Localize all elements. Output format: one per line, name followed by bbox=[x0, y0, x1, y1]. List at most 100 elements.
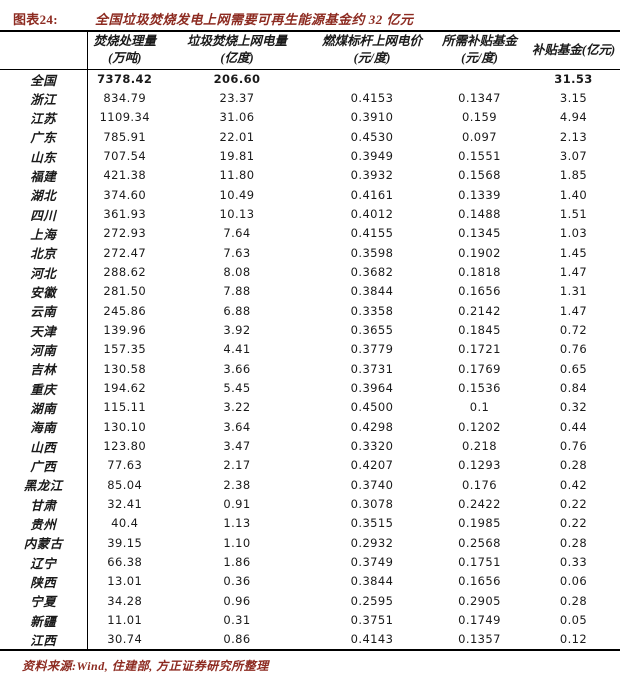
table-body: 全国 7378.42 206.60 31.53 浙江 834.79 23.37 0.4153 0… bbox=[0, 69, 620, 650]
value-cell: 32.41 bbox=[107, 497, 143, 512]
figure-number: 图表24: bbox=[13, 12, 58, 27]
table-row: 山东 707.54 19.81 0.3949 0.1551 3.07 bbox=[0, 146, 620, 166]
value-cell: 0.76 bbox=[559, 439, 588, 454]
value-cell: 0.1339 bbox=[458, 187, 501, 202]
column-header-1: 焚烧处理量 (万吨) bbox=[87, 31, 162, 70]
table-header: 焚烧处理量 (万吨) 垃圾焚烧上网电量 (亿度) 燃煤标杆上网电价 (元/度) 所需补贴基金… bbox=[0, 31, 620, 70]
table-row: 陕西 13.01 0.36 0.3844 0.1656 0.06 bbox=[0, 571, 620, 592]
value-cell: 31.06 bbox=[219, 110, 255, 125]
value-cell: 0.05 bbox=[559, 613, 588, 628]
value-cell: 4.94 bbox=[559, 110, 588, 125]
column-header-2: 垃圾焚烧上网电量 (亿度) bbox=[162, 31, 312, 70]
value-cell: 0.96 bbox=[223, 593, 251, 608]
value-cell: 272.47 bbox=[103, 245, 147, 260]
value-cell: 130.58 bbox=[103, 361, 147, 376]
value-cell: 0.4161 bbox=[350, 187, 394, 202]
value-cell: 0.3751 bbox=[350, 613, 394, 628]
table-row: 上海 272.93 7.64 0.4155 0.1345 1.03 bbox=[0, 223, 620, 244]
column-header-line1: 垃圾焚烧上网电量 bbox=[186, 34, 287, 49]
value-cell: 0.4155 bbox=[350, 226, 394, 241]
value-cell: 1.40 bbox=[559, 187, 588, 202]
value-cell: 0.1749 bbox=[458, 613, 501, 628]
column-header-line1: 补贴基金(亿元) bbox=[531, 42, 616, 57]
table-row: 辽宁 66.38 1.86 0.3749 0.1751 0.33 bbox=[0, 552, 620, 572]
region-cell: 上海 bbox=[0, 223, 88, 244]
value-cell: 834.79 bbox=[103, 91, 147, 106]
value-cell: 0.1656 bbox=[458, 574, 501, 589]
value-cell: 3.07 bbox=[559, 149, 588, 164]
value-cell: 0.159 bbox=[462, 110, 497, 125]
value-cell: 0.176 bbox=[462, 477, 497, 492]
value-cell: 0.3932 bbox=[350, 168, 394, 183]
region-cell: 四川 bbox=[0, 204, 88, 224]
value-cell: 0.1818 bbox=[458, 265, 501, 280]
value-cell: 0.76 bbox=[559, 342, 588, 357]
column-header-5: 补贴基金(亿元) bbox=[527, 31, 620, 70]
value-cell: 194.62 bbox=[103, 381, 147, 396]
value-cell: 0.3655 bbox=[350, 323, 394, 338]
value-cell: 0.12 bbox=[559, 632, 588, 647]
value-cell: 3.47 bbox=[223, 439, 251, 454]
value-cell: 1.47 bbox=[559, 303, 588, 318]
table-row: 福建 421.38 11.80 0.3932 0.1568 1.85 bbox=[0, 165, 620, 186]
region-cell: 北京 bbox=[0, 243, 88, 263]
value-cell: 3.92 bbox=[223, 323, 251, 338]
region-cell: 辽宁 bbox=[0, 552, 88, 572]
table-row: 黑龙江 85.04 2.38 0.3740 0.176 0.42 bbox=[0, 475, 620, 495]
value-cell: 0.4298 bbox=[350, 419, 394, 434]
figure-header: 图表24: 全国垃圾焚烧发电上网需要可再生能源基金约 32 亿元 bbox=[0, 0, 620, 30]
value-cell: 77.63 bbox=[107, 458, 143, 473]
header-row: 焚烧处理量 (万吨) 垃圾焚烧上网电量 (亿度) 燃煤标杆上网电价 (元/度) 所需补贴基金… bbox=[0, 31, 620, 70]
value-cell: 11.01 bbox=[107, 613, 143, 628]
value-cell: 1.47 bbox=[559, 265, 588, 280]
region-cell: 海南 bbox=[0, 417, 88, 437]
value-cell: 0.28 bbox=[559, 535, 588, 550]
region-cell: 黑龙江 bbox=[0, 475, 88, 495]
value-cell: 0.3964 bbox=[350, 381, 394, 396]
value-cell: 2.13 bbox=[559, 129, 588, 144]
value-cell: 5.45 bbox=[223, 381, 251, 396]
region-cell: 陕西 bbox=[0, 571, 88, 592]
value-cell: 3.15 bbox=[559, 91, 588, 106]
value-cell: 19.81 bbox=[219, 149, 255, 164]
value-cell: 421.38 bbox=[103, 168, 147, 183]
value-cell: 13.01 bbox=[107, 574, 143, 589]
value-cell: 11.80 bbox=[219, 168, 255, 183]
table-row: 北京 272.47 7.63 0.3598 0.1902 1.45 bbox=[0, 243, 620, 263]
value-cell: 0.1985 bbox=[458, 516, 501, 531]
region-cell: 云南 bbox=[0, 301, 88, 321]
region-cell: 江西 bbox=[0, 629, 88, 650]
value-cell: 123.80 bbox=[103, 439, 147, 454]
table-row: 广西 77.63 2.17 0.4207 0.1293 0.28 bbox=[0, 455, 620, 476]
value-cell: 0.3779 bbox=[350, 342, 394, 357]
value-cell: 0.3740 bbox=[350, 477, 394, 492]
table-row: 安徽 281.50 7.88 0.3844 0.1656 1.31 bbox=[0, 281, 620, 302]
value-cell: 0.1488 bbox=[458, 207, 501, 222]
data-table: 焚烧处理量 (万吨) 垃圾焚烧上网电量 (亿度) 燃煤标杆上网电价 (元/度) 所需补贴基金… bbox=[0, 30, 620, 651]
region-cell: 广东 bbox=[0, 127, 88, 147]
value-cell: 0.4530 bbox=[350, 129, 394, 144]
value-cell: 0.91 bbox=[223, 497, 251, 512]
value-cell: 34.28 bbox=[107, 593, 143, 608]
table-row: 吉林 130.58 3.66 0.3731 0.1769 0.65 bbox=[0, 359, 620, 379]
value-cell: 0.22 bbox=[559, 497, 588, 512]
value-cell: 0.097 bbox=[462, 129, 497, 144]
value-cell: 0.1721 bbox=[458, 342, 501, 357]
value-cell: 0.2595 bbox=[350, 593, 394, 608]
value-cell: 0.3949 bbox=[350, 149, 394, 164]
value-cell: 0.3598 bbox=[350, 245, 394, 260]
table-row: 内蒙古 39.15 1.10 0.2932 0.2568 0.28 bbox=[0, 533, 620, 553]
value-cell: 245.86 bbox=[103, 303, 147, 318]
value-cell: 0.22 bbox=[559, 516, 588, 531]
value-cell: 0.33 bbox=[559, 555, 588, 570]
table-row: 全国 7378.42 206.60 31.53 bbox=[0, 69, 620, 89]
table-row: 山西 123.80 3.47 0.3320 0.218 0.76 bbox=[0, 436, 620, 456]
value-cell: 0.2142 bbox=[458, 303, 501, 318]
table-row: 河北 288.62 8.08 0.3682 0.1818 1.47 bbox=[0, 262, 620, 282]
value-cell: 0.44 bbox=[559, 419, 588, 434]
table-row: 贵州 40.4 1.13 0.3515 0.1985 0.22 bbox=[0, 513, 620, 534]
value-cell: 0.84 bbox=[559, 381, 588, 396]
value-cell: 0.4207 bbox=[350, 458, 394, 473]
value-cell: 0.1293 bbox=[458, 458, 501, 473]
